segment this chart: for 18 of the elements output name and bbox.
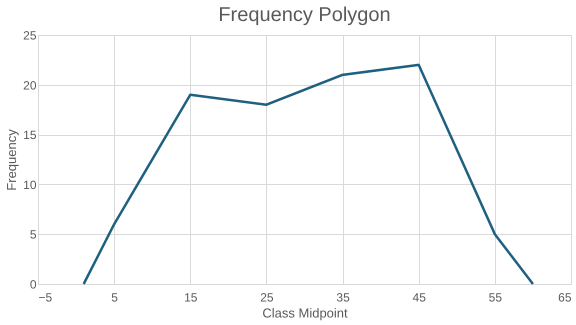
x-tick-label: 65 xyxy=(558,290,572,304)
x-tick-label: 55 xyxy=(488,290,502,304)
x-tick-label: 35 xyxy=(336,290,350,304)
x-axis-title: Class Midpoint xyxy=(262,306,348,320)
y-tick-label: 10 xyxy=(23,178,37,192)
x-tick-label: 25 xyxy=(260,290,274,304)
x-tick-label: −5 xyxy=(38,290,53,304)
x-tick-label: 15 xyxy=(184,290,198,304)
y-tick-label: 0 xyxy=(30,278,37,292)
y-tick-label: 25 xyxy=(23,28,37,42)
y-tick-label: 15 xyxy=(23,128,37,142)
y-tick-label: 5 xyxy=(30,228,37,242)
y-tick-label: 20 xyxy=(23,78,37,92)
line-series xyxy=(82,64,534,286)
chart-title: Frequency Polygon xyxy=(218,4,391,26)
x-tick-label: 5 xyxy=(111,290,118,304)
x-tick-label: 45 xyxy=(412,290,426,304)
y-axis-title: Frequency xyxy=(4,128,20,191)
